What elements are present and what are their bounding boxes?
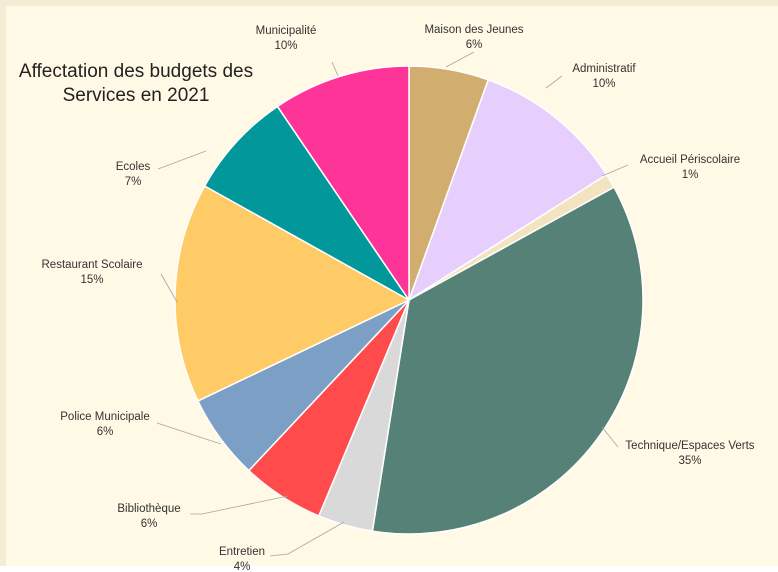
- slice-label: Technique/Espaces Verts: [625, 440, 754, 452]
- leader-lines: [156, 51, 629, 557]
- leader-line: [601, 164, 629, 177]
- slice-percent-label: 10%: [592, 78, 615, 90]
- slice-label: Bibliothèque: [117, 503, 180, 515]
- slice-percent-label: 35%: [678, 455, 701, 467]
- slice-percent-label: 1%: [682, 169, 699, 181]
- slice-label: Accueil Périscolaire: [640, 154, 740, 166]
- leader-line: [331, 61, 339, 77]
- leader-line: [269, 521, 345, 557]
- slice-percent-label: 6%: [141, 518, 158, 530]
- slice-percent-label: 7%: [125, 176, 142, 188]
- leader-line: [160, 273, 178, 303]
- pie-slice: [174, 184, 411, 402]
- slice-label: Entretien: [219, 546, 265, 558]
- slice-percent-label: 10%: [274, 40, 297, 52]
- pie-slice: [371, 186, 644, 535]
- leader-line: [445, 51, 475, 68]
- data-labels: Maison des Jeunes 6% Administratif 10% Accue…: [42, 24, 755, 572]
- slice-label: Police Municipale: [60, 411, 150, 423]
- slice-label: Maison des Jeunes: [424, 24, 523, 36]
- slice-label: Ecoles: [116, 161, 151, 173]
- pie-slice: [407, 78, 608, 302]
- leader-line: [157, 150, 207, 170]
- pie-slice: [203, 105, 410, 301]
- pie-chart: Affectation des budgets des Services en …: [19, 24, 755, 572]
- leader-line: [156, 422, 222, 445]
- slice-label: Restaurant Scolaire: [42, 259, 143, 271]
- slice-percent-label: 6%: [97, 426, 114, 438]
- pie-slice: [276, 65, 410, 303]
- slice-label: Municipalité: [256, 25, 317, 37]
- chart-title-line-2: Services en 2021: [63, 85, 210, 106]
- slice-percent-label: 15%: [80, 274, 103, 286]
- slice-percent-label: 4%: [234, 561, 251, 572]
- slice-label: Administratif: [572, 63, 636, 75]
- leader-line: [545, 75, 563, 89]
- leader-line: [601, 426, 619, 448]
- slice-percent-label: 6%: [466, 39, 483, 51]
- chart-title-line-1: Affectation des budgets des: [19, 61, 253, 82]
- pie-slices: [174, 65, 644, 535]
- leader-line: [190, 495, 289, 515]
